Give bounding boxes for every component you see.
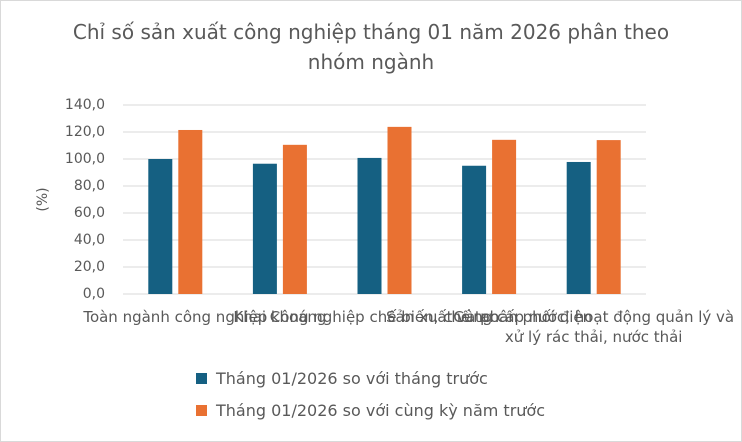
legend-item: Tháng 01/2026 so với tháng trước	[196, 369, 488, 388]
y-tick-label: 120,0	[65, 124, 105, 140]
y-tick-label: 80,0	[74, 178, 105, 194]
legend-label: Tháng 01/2026 so với cùng kỳ năm trước	[216, 401, 545, 420]
legend-swatch	[196, 405, 207, 416]
bar	[148, 159, 173, 294]
y-tick-label: 20,0	[74, 259, 105, 275]
x-tick-label: Cung cấp nước, hoạt động quản lý và xử l…	[453, 308, 735, 346]
x-tick-label: Khai khoáng	[233, 308, 327, 326]
bar	[387, 126, 412, 295]
x-tick-label: Sản xuất và phân phối điện	[386, 308, 593, 326]
bar	[252, 163, 277, 294]
bar	[357, 157, 382, 294]
bar	[566, 161, 591, 294]
legend-item: Tháng 01/2026 so với cùng kỳ năm trước	[196, 401, 545, 420]
x-tick-label: Công nghiệp chế biến, chế tạo	[269, 308, 500, 326]
y-tick-label: 140,0	[65, 97, 105, 113]
bar	[178, 129, 203, 294]
bar	[596, 140, 621, 294]
y-tick-label: 0,0	[83, 286, 105, 302]
bar	[492, 139, 517, 294]
chart-title: Chỉ số sản xuất công nghiệp tháng 01 năm…	[72, 20, 670, 74]
y-axis-title: (%)	[35, 187, 51, 211]
y-tick-label: 60,0	[74, 205, 105, 221]
y-tick-label: 40,0	[74, 232, 105, 248]
legend-swatch	[196, 373, 207, 384]
x-tick-label: Toàn ngành công nghiệp	[83, 308, 268, 326]
bar	[282, 144, 307, 294]
bar	[462, 165, 487, 294]
y-tick-label: 100,0	[65, 151, 105, 167]
legend-label: Tháng 01/2026 so với tháng trước	[216, 369, 488, 388]
